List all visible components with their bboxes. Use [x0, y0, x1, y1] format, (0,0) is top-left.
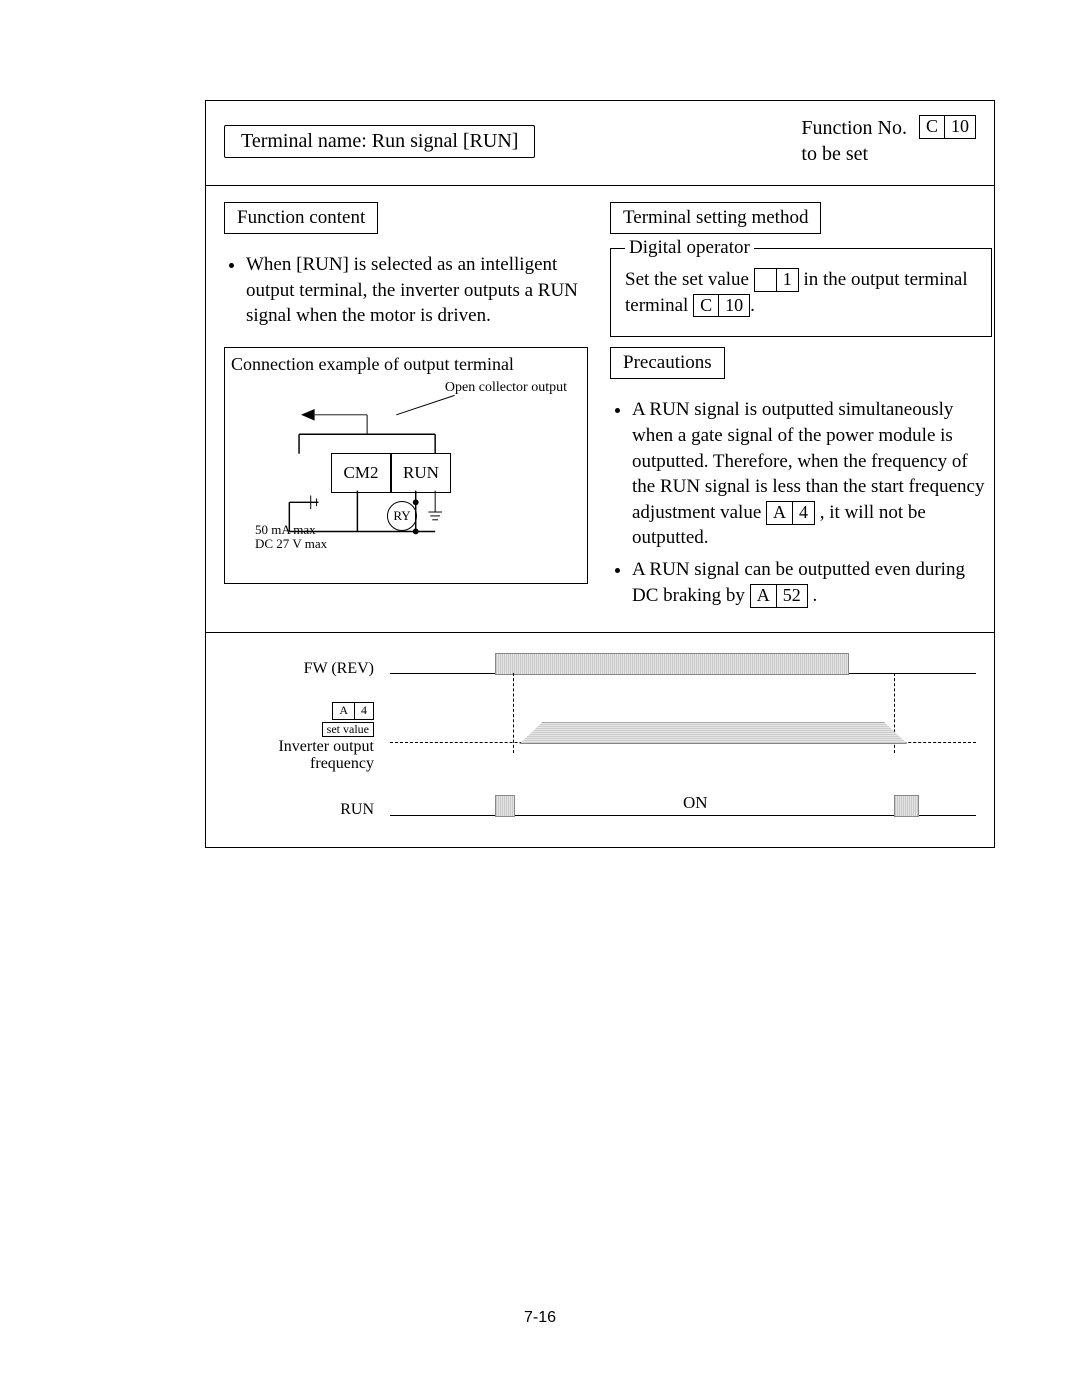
baseline-run: [390, 815, 976, 816]
set-value-pre: Set the set value: [625, 269, 754, 290]
left-column: Function content When [RUN] is selected …: [206, 186, 600, 632]
connection-example-box: Connection example of output terminal Op…: [224, 347, 588, 584]
timing-row-run: RUN ON: [224, 795, 976, 825]
row2-code-letter: A: [333, 703, 355, 718]
precaution-2: A RUN signal can be outputted even durin…: [632, 557, 992, 608]
freq-trapezoid: [519, 722, 908, 744]
precaution1-code-num: 4: [793, 502, 814, 524]
function-content-list: When [RUN] is selected as an intelligent…: [224, 252, 588, 329]
connection-example-label: Connection example of output terminal: [231, 354, 581, 375]
to-be-set-label: to be set: [801, 143, 868, 165]
precaution1-code-letter: A: [767, 502, 793, 524]
digital-operator-fieldset: Digital operator Set the set value 1 in …: [610, 248, 992, 337]
set-value-code2: C10: [693, 294, 750, 318]
row2-code-num: 4: [355, 703, 373, 718]
terminal-setting-method-label: Terminal setting method: [610, 202, 821, 234]
set-value-blank: 1: [754, 268, 799, 292]
function-code-number: 10: [945, 116, 975, 138]
right-column: Terminal setting method Digital operator…: [600, 186, 994, 632]
row2-setvalue: set value: [322, 722, 374, 737]
header-band: Terminal name: Run signal [RUN] Function…: [206, 101, 994, 186]
rating-line1: 50 mA max: [255, 522, 316, 537]
timing-diagram: FW (REV) A4 set value Inverter output fr…: [206, 633, 994, 847]
terminal-name-box: Terminal name: Run signal [RUN]: [224, 125, 535, 158]
set-value-code2-num: 10: [719, 295, 749, 317]
function-no-wrap: Function No. to be set C10: [801, 115, 976, 167]
fw-pulse: [495, 653, 849, 675]
digital-operator-legend: Digital operator: [625, 237, 754, 259]
timing-label-fw: FW (REV): [224, 660, 390, 678]
precautions-label: Precautions: [610, 347, 725, 379]
terminal-run: RUN: [391, 453, 451, 493]
ry-coil: RY: [387, 501, 417, 531]
terminal-cm2-label: CM2: [344, 463, 379, 483]
schematic-diagram: CM2 RUN RY 50 mA max DC 27 V max: [231, 383, 581, 573]
page-number: 7-16: [0, 1309, 1080, 1327]
set-value-mid: in the output terminal: [804, 269, 968, 290]
timing-chart-freq: [390, 722, 976, 752]
row2-label3: frequency: [310, 755, 374, 772]
function-content-item: When [RUN] is selected as an intelligent…: [246, 252, 588, 329]
run-on-label: ON: [683, 793, 708, 813]
timing-label-freq: A4 set value Inverter output frequency: [224, 701, 390, 773]
set-value-code2-letter: C: [694, 295, 719, 317]
run-pulse-1: [495, 795, 515, 817]
terminal-cm2: CM2: [331, 453, 391, 493]
precaution-1: A RUN signal is outputted simultaneously…: [632, 397, 992, 551]
timing-chart-fw: [390, 653, 976, 683]
function-content-label: Function content: [224, 202, 378, 234]
ry-label: RY: [393, 508, 410, 524]
terminal-name-text: Terminal name: Run signal [RUN]: [241, 130, 518, 152]
timing-label-run: RUN: [224, 801, 390, 819]
digital-operator-text: Set the set value 1 in the output termin…: [625, 267, 981, 318]
function-code-letter: C: [920, 116, 945, 138]
timing-chart-run: ON: [390, 795, 976, 825]
precaution1-code: A4: [766, 501, 815, 525]
precaution2-code: A52: [750, 584, 808, 608]
spec-box: Terminal name: Run signal [RUN] Function…: [205, 100, 995, 848]
row2-code: A4: [332, 702, 374, 719]
set-value-post: .: [750, 295, 755, 316]
page: Terminal name: Run signal [RUN] Function…: [0, 0, 1080, 1397]
timing-row-fw: FW (REV): [224, 653, 976, 683]
function-no-label: Function No.: [801, 117, 907, 139]
rating-note: 50 mA max DC 27 V max: [255, 523, 327, 552]
precaution2-code-letter: A: [751, 585, 777, 607]
row2-label2: Inverter output: [278, 738, 374, 755]
timing-row-freq: A4 set value Inverter output frequency: [224, 701, 976, 773]
function-code-box: C10: [919, 115, 976, 139]
precaution2-post: .: [812, 585, 817, 606]
precautions-list: A RUN signal is outputted simultaneously…: [610, 397, 992, 608]
rating-line2: DC 27 V max: [255, 536, 327, 551]
precaution2-code-num: 52: [777, 585, 807, 607]
mid-row: Function content When [RUN] is selected …: [206, 186, 994, 633]
run-pulse-2: [894, 795, 919, 817]
function-no-text: Function No. to be set: [801, 115, 907, 167]
terminal-run-label: RUN: [403, 463, 439, 483]
set-value-number: 1: [777, 269, 798, 291]
